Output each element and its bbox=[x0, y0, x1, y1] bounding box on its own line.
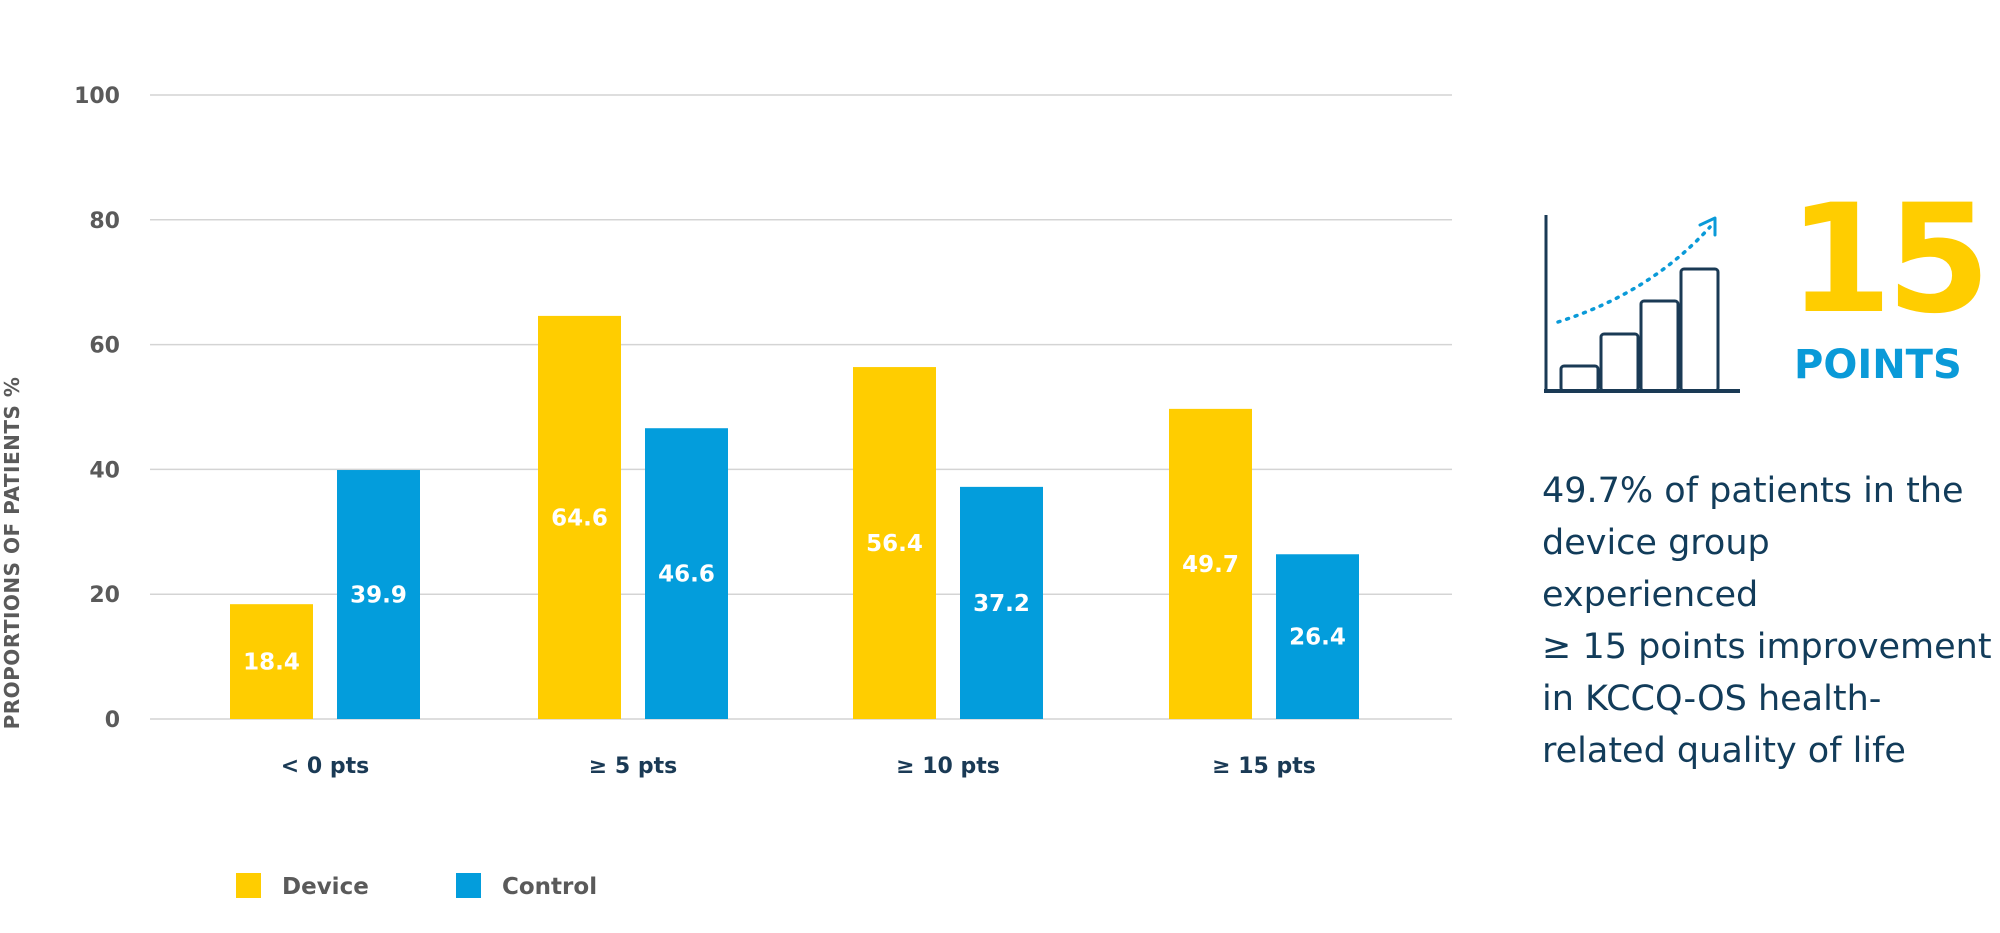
x-category-label: < 0 pts bbox=[281, 754, 369, 779]
legend: Device Control bbox=[236, 873, 597, 900]
bar-device bbox=[1169, 408, 1252, 719]
data-labels: 18.4 39.9 64.6 46.6 56.4 37.2 49.7 26.4 bbox=[243, 505, 1346, 675]
data-label: 56.4 bbox=[866, 531, 923, 557]
bar-control bbox=[645, 428, 728, 719]
x-category-label: ≥ 15 pts bbox=[1212, 754, 1316, 779]
data-label: 49.7 bbox=[1182, 552, 1239, 578]
callout-panel: 15 POINTS 49.7% of patients in the devic… bbox=[1540, 185, 2000, 771]
bar-device bbox=[853, 367, 936, 719]
callout-unit: POINTS bbox=[1794, 342, 1962, 388]
y-tick-label: 100 bbox=[74, 84, 120, 109]
data-label: 39.9 bbox=[350, 583, 407, 609]
y-tick-label: 40 bbox=[89, 458, 120, 483]
y-tick-label: 60 bbox=[89, 334, 120, 359]
bar-device bbox=[538, 315, 621, 719]
y-axis-label: PROPORTIONS OF PATIENTS % bbox=[0, 377, 24, 730]
legend-swatch-control bbox=[456, 873, 481, 898]
x-category-label: ≥ 5 pts bbox=[589, 754, 677, 779]
callout-number: 15 bbox=[1788, 173, 1991, 347]
data-label: 37.2 bbox=[973, 591, 1030, 617]
y-tick-label: 20 bbox=[89, 583, 120, 608]
legend-label-control: Control bbox=[502, 874, 597, 900]
bar-control bbox=[337, 470, 420, 719]
legend-label-device: Device bbox=[282, 874, 369, 900]
bar-growth-icon bbox=[1544, 215, 1740, 393]
y-tick-label: 0 bbox=[105, 708, 120, 733]
y-axis-ticks: 0 20 40 60 80 100 bbox=[74, 84, 120, 733]
data-label: 26.4 bbox=[1289, 625, 1346, 651]
bar-control bbox=[960, 486, 1043, 719]
bar-control bbox=[1276, 554, 1359, 719]
bars bbox=[230, 315, 1359, 719]
data-label: 46.6 bbox=[658, 562, 715, 588]
bar-device bbox=[230, 604, 313, 719]
data-label: 64.6 bbox=[551, 505, 608, 531]
x-axis-categories: < 0 pts ≥ 5 pts ≥ 10 pts ≥ 15 pts bbox=[281, 754, 1316, 779]
x-category-label: ≥ 10 pts bbox=[896, 754, 1000, 779]
data-label: 18.4 bbox=[243, 650, 300, 676]
bar-chart: 0 20 40 60 80 100 18.4 39.9 64.6 46.6 56.4 37.2 49.… bbox=[0, 84, 1452, 900]
legend-swatch-device bbox=[236, 873, 261, 898]
callout-text: 49.7% of patients in the device group ex… bbox=[1542, 471, 1992, 771]
y-tick-label: 80 bbox=[89, 209, 120, 234]
